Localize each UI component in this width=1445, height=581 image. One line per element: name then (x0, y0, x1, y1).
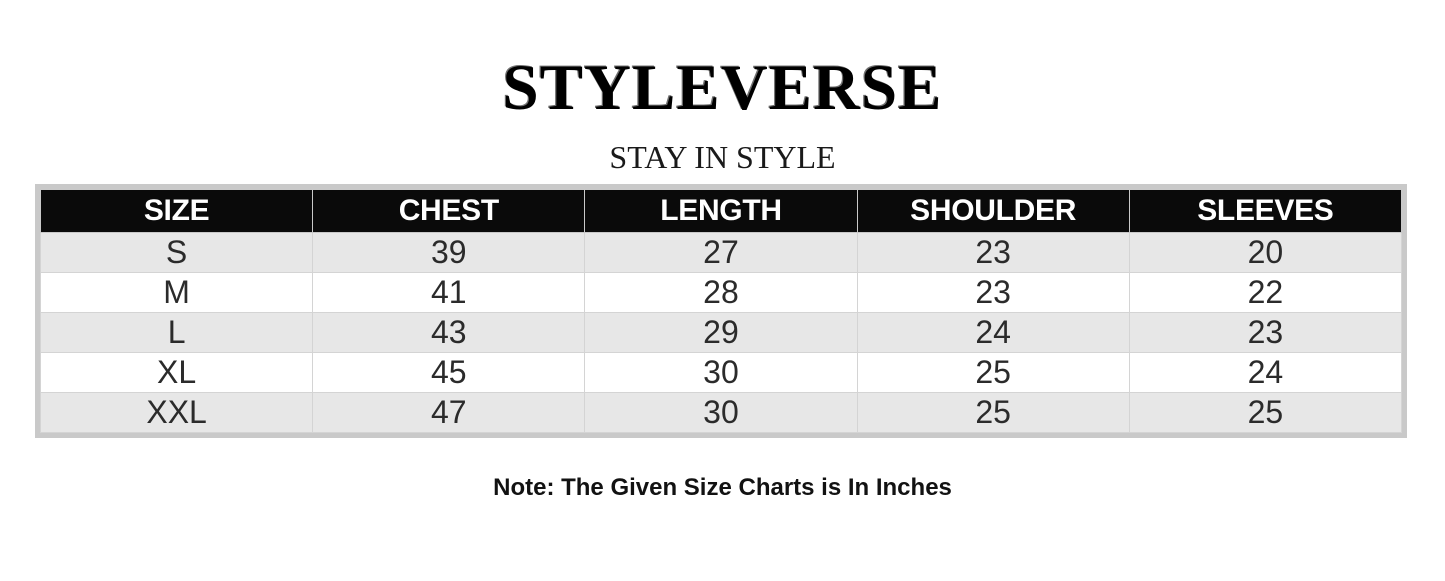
svg-text:STYLEVERSE: STYLEVERSE (503, 52, 943, 124)
